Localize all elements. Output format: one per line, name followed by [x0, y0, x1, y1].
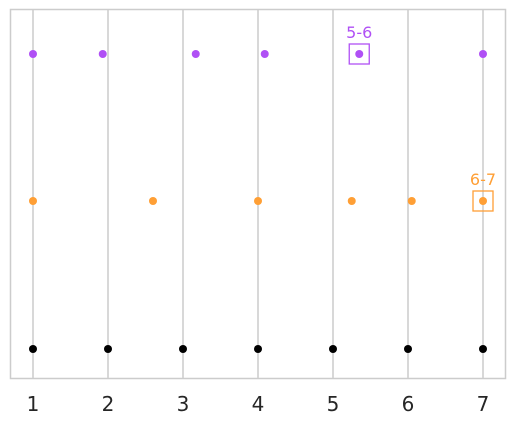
gridlines	[32, 9, 484, 379]
point-s0-6	[479, 345, 487, 353]
plot-frame	[9, 8, 507, 380]
annotations: 5-6 6-7	[346, 23, 496, 212]
point-s1-2	[254, 197, 262, 205]
x-tick-label-7: 7	[477, 392, 490, 416]
point-s1-0	[29, 197, 37, 205]
x-tick-label-3: 3	[177, 392, 190, 416]
point-s1-1	[149, 197, 157, 205]
point-s2-3	[260, 50, 269, 58]
point-s0-2	[179, 345, 187, 353]
point-s0-3	[254, 345, 262, 353]
data-points	[29, 50, 487, 353]
point-s2-4	[355, 50, 364, 58]
point-s0-4	[329, 345, 337, 353]
point-s1-3	[347, 197, 356, 205]
x-tick-labels: 1 2 3 4 5 6 7	[27, 392, 490, 416]
annotation-label-1: 6-7	[470, 170, 496, 189]
point-s2-5	[479, 50, 487, 58]
x-tick-label-6: 6	[402, 392, 415, 416]
point-s0-5	[404, 345, 412, 353]
annotation-label-0: 5-6	[346, 23, 372, 42]
point-s2-1	[98, 50, 107, 58]
point-s2-0	[29, 50, 37, 58]
annotation-box-1	[472, 190, 494, 212]
x-tick-label-5: 5	[327, 392, 340, 416]
point-s1-5	[479, 197, 487, 205]
point-s2-2	[191, 50, 200, 58]
point-s0-0	[29, 345, 37, 353]
x-tick-label-2: 2	[102, 392, 115, 416]
point-s1-4	[407, 197, 416, 205]
point-s0-1	[104, 345, 112, 353]
x-tick-label-1: 1	[27, 392, 40, 416]
x-tick-label-4: 4	[252, 392, 265, 416]
annotation-box-0	[348, 43, 370, 65]
